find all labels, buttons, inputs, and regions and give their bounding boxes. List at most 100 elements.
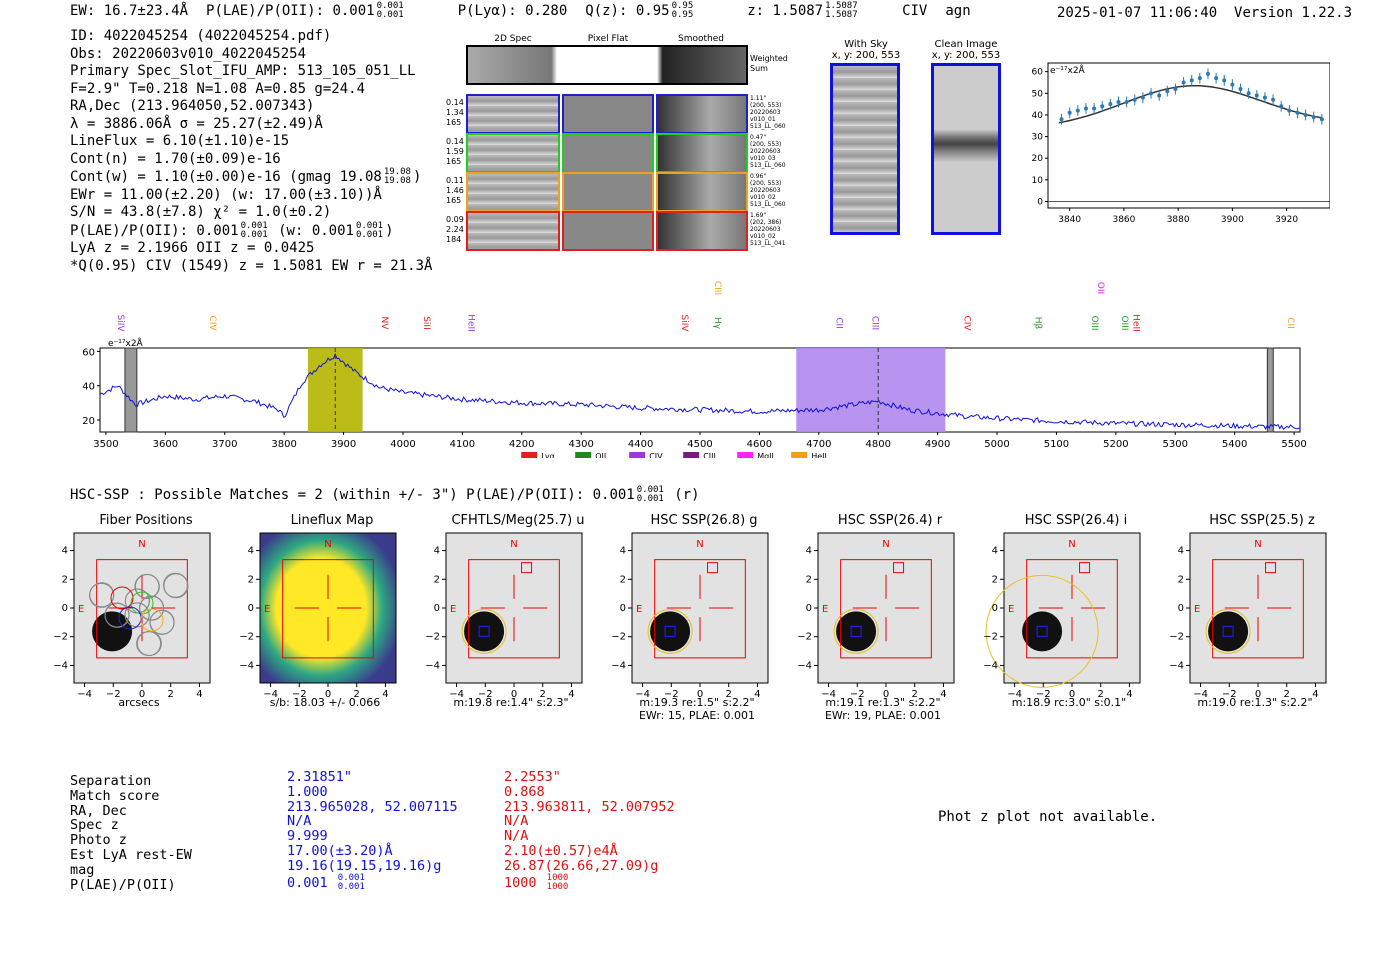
y-tick-label: 2 xyxy=(248,574,254,585)
cutout-right-value: 513_LL_041 xyxy=(750,240,786,247)
image-title: HSC SSP(25.5) z xyxy=(1209,513,1315,528)
table-label: RA, Dec xyxy=(70,802,127,819)
y-tick-label: 4 xyxy=(992,546,998,557)
line-marker-label: OII xyxy=(1095,282,1105,294)
image-cutout-plot: N E −4 −4 −2 −2 0 0 2 2 4 4 xyxy=(797,532,955,698)
cutout-left-label: 0.11 1.46 165 xyxy=(446,176,466,206)
line-marker-label: CIII xyxy=(869,316,879,330)
fit-point xyxy=(1205,71,1210,76)
x-tick-label: −4 xyxy=(635,689,650,698)
fit-point xyxy=(1271,97,1276,102)
match-box xyxy=(707,562,719,574)
spec-x-tick-label: 5400 xyxy=(1222,439,1247,450)
cutout-2dspec-tile xyxy=(466,211,560,251)
info-q: *Q(0.95) CIV (1549) z = 1.5081 EW r = 21… xyxy=(70,257,433,274)
y-tick-label: 2 xyxy=(434,574,440,585)
fiber-circle xyxy=(134,573,160,599)
x-tick-label: 2 xyxy=(168,689,174,698)
legend-swatch xyxy=(629,452,646,458)
image-subtitle: EWr: 19, PLAE: 0.001 xyxy=(824,709,942,722)
table-value-1: N/A xyxy=(287,813,312,830)
x-tick-label: 4 xyxy=(382,689,388,698)
x-tick-label: −2 xyxy=(478,689,493,698)
north-label: N xyxy=(1068,539,1075,550)
legend-label: CIV xyxy=(649,452,663,458)
table-value-1: 19.16(19.15,19.16)g xyxy=(287,857,442,874)
col-title-2dspec: 2D Spec xyxy=(494,34,532,44)
x-tick-label: 4 xyxy=(754,689,760,698)
east-label: E xyxy=(636,604,642,615)
cutout-right-value: 20220603 xyxy=(750,109,781,116)
x-tick-label: 2 xyxy=(540,689,546,698)
fit-axes xyxy=(1047,62,1330,209)
match-box xyxy=(521,562,533,574)
fit-x-tick-label: 3840 xyxy=(1058,215,1081,225)
y-tick-label: 0 xyxy=(62,603,68,614)
spec-x-tick-label: 3900 xyxy=(331,439,356,450)
fit-y-tick-label: 10 xyxy=(1032,176,1044,186)
info-id: ID: 4022045254 (4022045254.pdf) xyxy=(70,28,332,44)
fit-point xyxy=(1319,117,1324,122)
match-box xyxy=(893,562,905,574)
spec-x-tick-label: 4100 xyxy=(450,439,475,450)
table-label: Spec z xyxy=(70,817,119,834)
cutout-smoothed-tile xyxy=(656,172,748,212)
y-tick-label: 0 xyxy=(620,603,626,614)
fit-point xyxy=(1222,78,1227,83)
legend-label: OII xyxy=(595,452,606,458)
cutout-left-label: 0.14 1.59 165 xyxy=(446,137,466,167)
table-value-2: 2.2553" xyxy=(504,769,561,785)
table-match-1: 2.31851" 1.000 213.965028, 52.007115 N/A 9.9… xyxy=(287,770,458,892)
fit-x-tick-label: 3860 xyxy=(1112,215,1135,225)
line-marker-label: OIII xyxy=(1089,315,1099,330)
table-label: Est LyA rest-EW xyxy=(70,846,192,863)
source-blob xyxy=(836,611,877,652)
fiber-circle xyxy=(89,582,115,608)
cutout-right-value: 513_LL_060 xyxy=(750,201,786,208)
search-box xyxy=(1212,559,1304,659)
spec-x-tick-label: 3500 xyxy=(93,439,118,450)
fiber-circle xyxy=(130,591,154,615)
line-marker-label: SiIV xyxy=(679,314,689,332)
fit-point xyxy=(1157,93,1162,98)
cutout-right-value: 0.47" xyxy=(750,134,767,141)
spec-x-tick-label: 5000 xyxy=(984,439,1009,450)
info-plae: P(LAE)/P(OII): 0.001 0.001 0.001 (w: 0.001… xyxy=(70,220,394,240)
search-box xyxy=(96,559,188,659)
cutout-smoothed-tile xyxy=(656,94,748,134)
fit-x-tick-label: 3880 xyxy=(1167,215,1190,225)
table-value-1: 1.000 xyxy=(287,783,328,800)
source-blob xyxy=(650,611,691,652)
header-z: z: 1.5087 1.5087 1.5087 CIV xyxy=(747,1,928,20)
spec-y-tick-label: 40 xyxy=(82,382,95,393)
y-tick-label: −2 xyxy=(797,632,812,643)
line-marker-label: Hβ xyxy=(1033,317,1043,330)
fit-point xyxy=(1303,112,1308,117)
image-subtitle: EWr: 15, PLAE: 0.001 xyxy=(638,709,756,722)
cutout-right-value: 1.11" xyxy=(750,95,767,102)
image-frame xyxy=(631,532,769,684)
fit-point xyxy=(1059,117,1064,122)
image-title: Fiber Positions xyxy=(99,513,193,528)
cutout-right-value: 0.96" xyxy=(750,173,767,180)
table-match-2: 2.2553" 0.868 213.963811, 52.007952 N/A N/A 2… xyxy=(504,770,675,892)
image-title: HSC SSP(26.4) i xyxy=(1024,513,1128,528)
search-box xyxy=(1026,559,1118,659)
fiber-circle xyxy=(136,631,162,657)
cutout-left-label: 0.09 2.24 184 xyxy=(446,215,466,245)
cutout-smoothed-tile xyxy=(656,133,748,173)
fiber-circle xyxy=(139,595,165,621)
table-label: Separation xyxy=(70,773,152,789)
fit-y-tick-label: 30 xyxy=(1032,133,1044,143)
cutout-right-value: v010_01 xyxy=(750,116,776,123)
legend-swatch xyxy=(737,452,754,458)
y-tick-label: −2 xyxy=(1169,632,1184,643)
table-value-1: 9.999 xyxy=(287,828,328,845)
fit-point xyxy=(1287,108,1292,113)
aperture-circle xyxy=(461,608,507,654)
cutout-2dspec-tile xyxy=(466,172,560,212)
spec-x-tick-label: 4500 xyxy=(687,439,712,450)
fit-y-tick-label: 20 xyxy=(1032,154,1044,164)
match-box xyxy=(1079,562,1091,574)
cutout-right-value: 20220603 xyxy=(750,148,781,155)
